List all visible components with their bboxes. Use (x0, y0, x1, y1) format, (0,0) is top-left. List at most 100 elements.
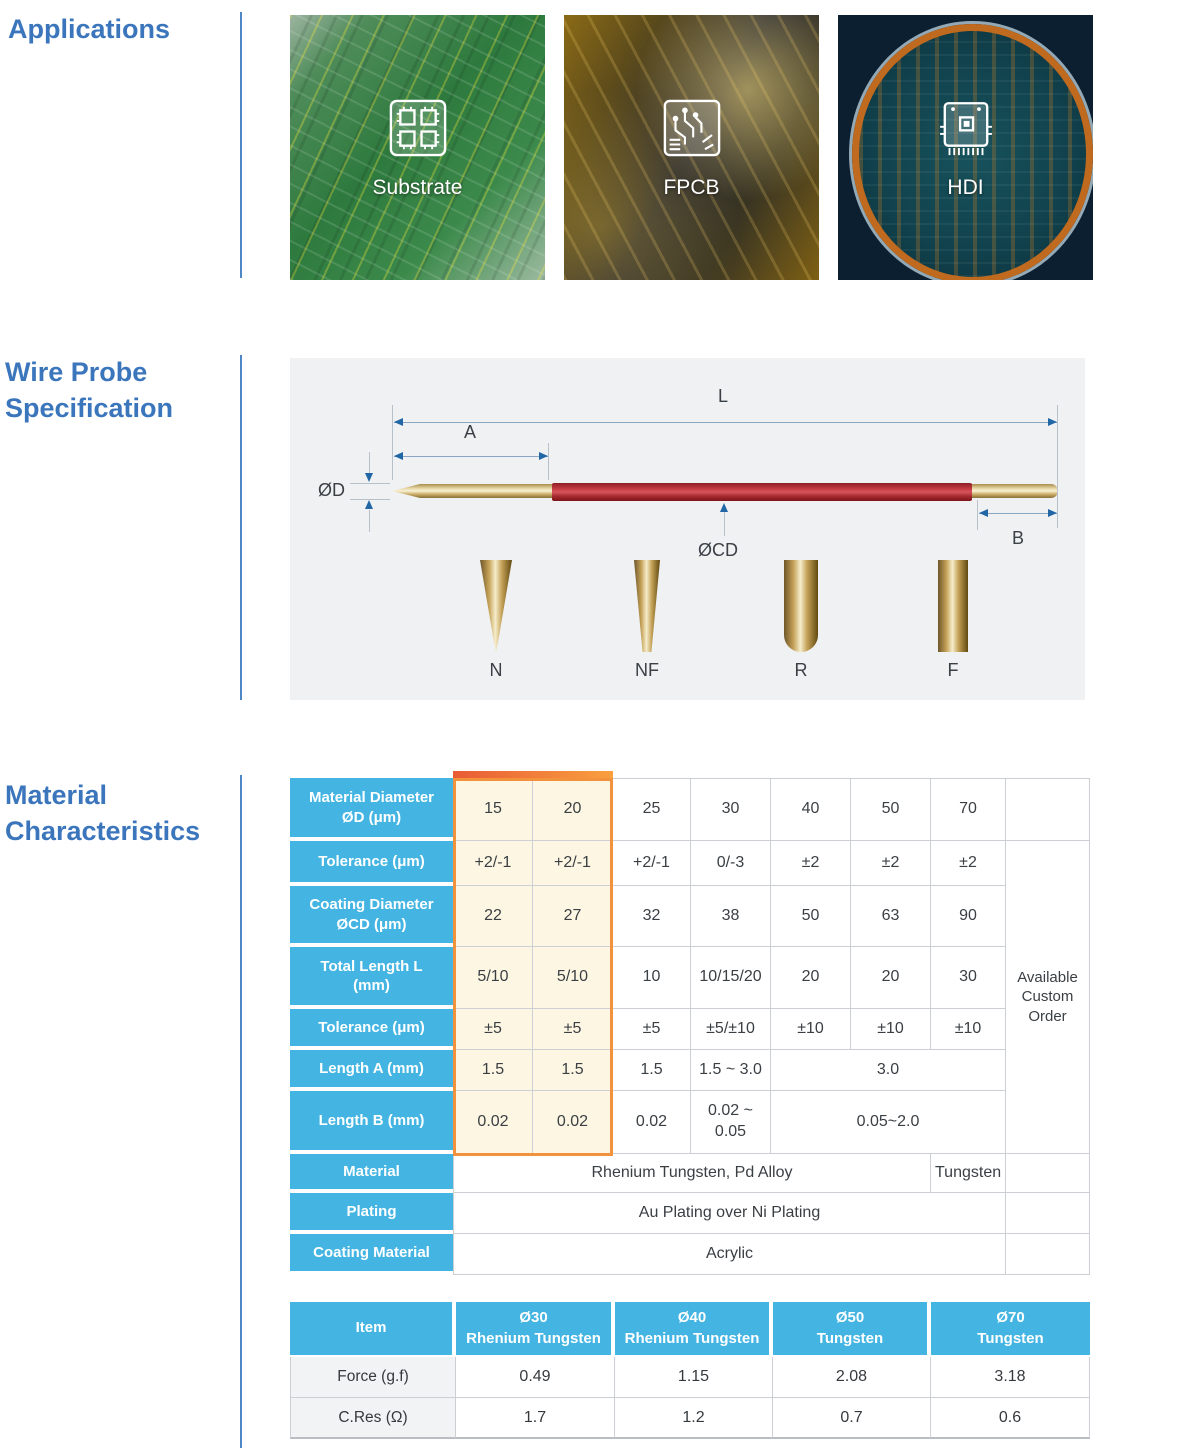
spec-cell: 20 (533, 778, 613, 841)
spec-row-header: Material Diameter ØD (μm) (290, 778, 453, 841)
force-column-header: Ø40 Rhenium Tungsten (615, 1302, 773, 1357)
tip-shape-NF (634, 560, 660, 652)
spec-cell: ±10 (851, 1009, 931, 1050)
tip-shape-R (784, 560, 818, 652)
spec-cell: 90 (931, 886, 1006, 947)
spec-cell (1006, 1193, 1090, 1234)
spec-cell: 25 (613, 778, 691, 841)
force-column-header: Ø70 Tungsten (931, 1302, 1090, 1357)
spec-cell: 1.5 (613, 1050, 691, 1091)
spec-table-row: Material Rhenium Tungsten, Pd Alloy Tungst… (290, 1154, 1090, 1193)
spec-cell: ±10 (931, 1009, 1006, 1050)
force-row-label: Force (g.f) (290, 1357, 456, 1398)
circuit-trace-icon (659, 95, 725, 166)
force-column-header: Ø30 Rhenium Tungsten (456, 1302, 615, 1357)
spec-cell: 30 (931, 947, 1006, 1009)
spec-cell: 10/15/20 (691, 947, 771, 1009)
spec-cell: ±5 (613, 1009, 691, 1050)
spec-cell: 0.02 (453, 1091, 533, 1154)
spec-cell (1006, 778, 1090, 841)
spec-cell: 5/10 (533, 947, 613, 1009)
spec-cell: 40 (771, 778, 851, 841)
spec-table-row: Length B (mm) 0.02 0.02 0.02 0.02 ~ 0.05 0.05… (290, 1091, 1090, 1154)
spec-cell: 0.02 ~ 0.05 (691, 1091, 771, 1154)
spec-cell: +2/-1 (613, 841, 691, 886)
wire-probe-title: Wire Probe Specification (5, 357, 174, 423)
force-value-cell: 0.6 (931, 1398, 1090, 1439)
tip-label-NF: NF (635, 660, 659, 680)
spec-cell: 27 (533, 886, 613, 947)
spec-table-container: Material Diameter ØD (μm) 15 20 25 30 40 50 70 T… (290, 771, 1090, 1275)
tip-label-R: R (794, 660, 808, 680)
spec-cell: 1.5 (453, 1050, 533, 1091)
spec-cell: 10 (613, 947, 691, 1009)
tip-label-F: F (947, 660, 959, 680)
spec-cell: 63 (851, 886, 931, 947)
spec-cell: Rhenium Tungsten, Pd Alloy (453, 1154, 931, 1193)
spec-cell: 0/-3 (691, 841, 771, 886)
force-table-row: C.Res (Ω) 1.7 1.2 0.7 0.6 (290, 1398, 1090, 1439)
spec-cell: ±2 (771, 841, 851, 886)
highlight-top-bar (453, 771, 613, 778)
available-custom-order-cell: Available Custom Order (1006, 841, 1090, 1154)
spec-cell: 0.02 (613, 1091, 691, 1154)
force-table: Item Ø30 Rhenium Tungsten Ø40 Rhenium Tung… (290, 1302, 1090, 1439)
applications-title: Applications (8, 14, 171, 44)
spec-cell: ±5 (533, 1009, 613, 1050)
ic-footprint-icon (933, 95, 999, 166)
probe-front-shaft (420, 484, 552, 498)
spec-cell: Au Plating over Ni Plating (453, 1193, 1006, 1234)
spec-table-row: Plating Au Plating over Ni Plating (290, 1193, 1090, 1234)
force-value-cell: 0.49 (456, 1357, 615, 1398)
spec-cell: Tungsten (931, 1154, 1006, 1193)
tip-label-N: N (489, 660, 503, 680)
spec-cell: 22 (453, 886, 533, 947)
probe-diagram: L A ØD ØCD B N NF R F (290, 358, 1085, 700)
spec-cell: 15 (453, 778, 533, 841)
force-table-container: Item Ø30 Rhenium Tungsten Ø40 Rhenium Tung… (290, 1302, 1090, 1439)
spec-cell: 38 (691, 886, 771, 947)
spec-cell: 20 (851, 947, 931, 1009)
force-value-cell: 0.7 (773, 1398, 931, 1439)
spec-cell: +2/-1 (533, 841, 613, 886)
force-column-header: Ø50 Tungsten (773, 1302, 931, 1357)
chip-grid-icon (385, 95, 451, 166)
spec-cell: 20 (771, 947, 851, 1009)
force-value-cell: 2.08 (773, 1357, 931, 1398)
spec-cell: 1.5 ~ 3.0 (691, 1050, 771, 1091)
spec-row-header: Coating Diameter ØCD (μm) (290, 886, 453, 947)
force-table-row: Force (g.f) 0.49 1.15 2.08 3.18 (290, 1357, 1090, 1398)
spec-cell: 50 (771, 886, 851, 947)
spec-cell: ±10 (771, 1009, 851, 1050)
app-label: Substrate (372, 176, 463, 199)
probe-coating (552, 483, 972, 501)
dim-label-OD: ØD (318, 480, 345, 500)
app-label: FPCB (663, 176, 720, 199)
hdi-image: HDI (838, 15, 1093, 280)
spec-table-row: Tolerance (μm) ±5 ±5 ±5 ±5/±10 ±10 ±10 ±10 (290, 1009, 1090, 1050)
spec-row-header: Plating (290, 1193, 453, 1234)
spec-table-row: Tolerance (μm) +2/-1 +2/-1 +2/-1 0/-3 ±2 ±2 ±2 A… (290, 841, 1090, 1154)
fpcb-image: FPCB (564, 15, 819, 280)
dim-label-L: L (718, 386, 729, 406)
probe-tip-cone (392, 484, 420, 498)
spec-table-row: Length A (mm) 1.5 1.5 1.5 1.5 ~ 3.0 3.0 (290, 1050, 1090, 1091)
dim-label-B: B (1012, 528, 1025, 548)
spec-cell: 50 (851, 778, 931, 841)
force-item-header: Item (290, 1302, 456, 1357)
spec-cell: 70 (931, 778, 1006, 841)
tip-shape-N (480, 560, 512, 652)
force-value-cell: 1.2 (615, 1398, 773, 1439)
material-title: Material Characteristics (5, 780, 201, 846)
spec-row-header: Total Length L (mm) (290, 947, 453, 1009)
tip-shape-F (938, 560, 968, 652)
spec-table-row: Material Diameter ØD (μm) 15 20 25 30 40 50 70 (290, 778, 1090, 841)
force-header-row: Item Ø30 Rhenium Tungsten Ø40 Rhenium Tung… (290, 1302, 1090, 1357)
spec-row-header: Coating Material (290, 1234, 453, 1275)
force-value-cell: 1.15 (615, 1357, 773, 1398)
substrate-image: Substrate (290, 15, 545, 280)
spec-cell: ±2 (851, 841, 931, 886)
spec-cell: ±2 (931, 841, 1006, 886)
force-value-cell: 1.7 (456, 1398, 615, 1439)
